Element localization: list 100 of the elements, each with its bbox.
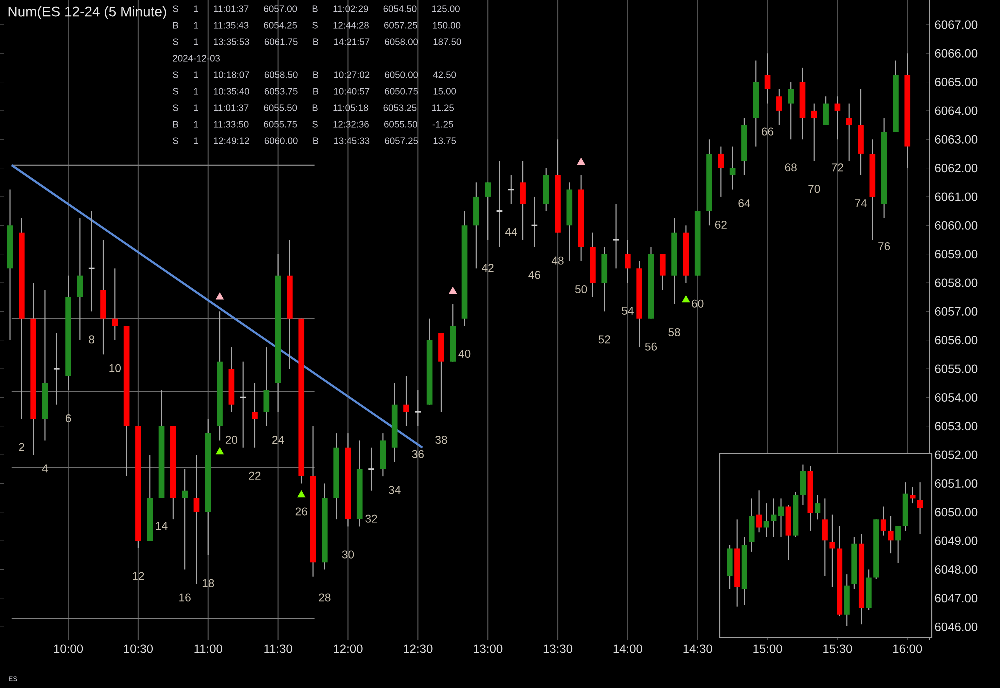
x-tick-label: 10:30 (124, 644, 154, 654)
y-tick-label: 6067.00 (935, 20, 978, 30)
candlestick (815, 494, 821, 520)
candlestick (778, 498, 784, 538)
candlestick (846, 103, 852, 162)
candlestick (880, 506, 886, 536)
annotation: 64 (738, 199, 750, 208)
y-tick-label: 6058.00 (935, 278, 978, 288)
annotation: 8 (89, 336, 95, 344)
annotation: 48 (552, 256, 564, 265)
candlestick (194, 454, 200, 585)
candlestick (182, 468, 188, 570)
point (216, 292, 224, 300)
x-tick-label: 16:00 (894, 644, 922, 654)
candlestick (414, 390, 422, 427)
annotation: 6 (66, 414, 72, 423)
annotation: 60 (692, 300, 704, 308)
y-tick-label: 6059.00 (935, 250, 978, 259)
candlestick (612, 204, 620, 270)
y-tick-label: 6062.00 (935, 164, 978, 173)
annotation: S 1 13:35:53 6061.75 B 14:21:57 6058.00 187.50 (173, 38, 462, 46)
annotation: 4 (42, 464, 48, 473)
annotation: 34 (388, 486, 401, 494)
candlestick (88, 210, 96, 312)
annotation: 72 (832, 164, 844, 172)
x-tick-label: 11:00 (194, 644, 222, 654)
annotation: 62 (715, 220, 727, 229)
annotation: S 1 10:18:07 6058.50 B 10:27:02 6050.00 42.50 (173, 72, 456, 78)
candlestick (368, 447, 376, 492)
annotation: 66 (762, 128, 774, 136)
annotation: 2024-12-03 (173, 55, 220, 62)
x-tick-label: 10:00 (54, 644, 84, 654)
candlestick (264, 346, 270, 427)
candlestick (822, 498, 828, 577)
candlestick (910, 486, 916, 504)
annotation: 58 (668, 328, 680, 337)
x-tick-label: 11:30 (264, 644, 292, 654)
y-tick-label: 6055.00 (935, 364, 978, 374)
y-tick-label: 6047.00 (935, 594, 978, 603)
annotation: S 1 11:01:37 6055.50 B 11:05:18 6053.25 11.25 (173, 104, 454, 112)
candlestick (811, 103, 818, 162)
candlestick (53, 332, 61, 406)
annotation: 30 (342, 550, 354, 559)
annotation: 22 (249, 472, 261, 480)
annotation: 46 (528, 271, 541, 280)
candlestick (771, 498, 777, 538)
annotation: 70 (808, 185, 820, 194)
annotation: 76 (878, 242, 890, 250)
x-tick-label: 15:00 (754, 644, 782, 654)
candlestick (485, 182, 491, 241)
candlestick (404, 376, 410, 427)
candlestick (834, 96, 841, 140)
y-tick-label: 6060.00 (935, 221, 978, 230)
candlestick (756, 490, 762, 534)
candlestick (764, 53, 771, 104)
candlestick (764, 503, 770, 538)
x-tick-label: 12:00 (334, 644, 363, 654)
annotation: 20 (226, 436, 238, 444)
annotation: 74 (855, 200, 867, 208)
y-tick-label: 6064.00 (935, 106, 978, 116)
annotation: 16 (180, 594, 191, 602)
y-tick-label: 6056.00 (935, 336, 978, 345)
candlestick (776, 88, 782, 126)
candlestick (77, 218, 84, 341)
x-tick-label: 15:30 (824, 644, 852, 654)
annotation: 54 (622, 307, 634, 315)
annotation: 42 (482, 264, 494, 272)
annotation: 52 (598, 336, 610, 344)
candlestick (830, 514, 836, 588)
candlestick (730, 146, 736, 190)
annotation: B 1 11:33:50 6055.75 S 12:32:36 6055.50 -1.25 (173, 121, 454, 128)
y-tick-label: 6049.00 (935, 536, 978, 546)
candlestick (520, 160, 526, 241)
annotation: S 1 11:01:37 6057.00 B 11:02:29 6054.50 125.00 (173, 6, 460, 12)
point (682, 296, 690, 303)
x-tick-label: 14:00 (614, 644, 642, 654)
candlestick (112, 268, 118, 341)
annotation: 24 (272, 436, 284, 444)
y-tick-label: 6054.00 (935, 393, 978, 402)
annotation: S 1 12:49:12 6060.00 B 13:45:33 6057.25 13.75 (173, 138, 456, 144)
candlestick (252, 382, 258, 448)
annotation: 28 (319, 594, 331, 602)
y-tick-label: 6065.00 (935, 78, 978, 87)
y-tick-label: 6066.00 (935, 49, 978, 58)
candlestick (888, 516, 894, 554)
y-tick-label: 6057.00 (935, 307, 978, 316)
candlestick (918, 482, 924, 535)
candlestick (660, 254, 666, 291)
annotation: B 1 11:35:43 6054.25 S 12:44:28 6057.25 150.00 (173, 22, 461, 29)
y-tick-label: 6061.00 (935, 192, 978, 202)
point (298, 490, 306, 498)
point (216, 448, 224, 455)
candlestick (718, 146, 724, 198)
y-tick-label: 6050.00 (935, 508, 978, 517)
annotation: 14 (156, 522, 168, 530)
annotation: 68 (785, 164, 797, 172)
candlestick (896, 526, 902, 564)
x-tick-label: 13:30 (544, 644, 573, 654)
annotation: 10 (110, 364, 121, 372)
candlestick (823, 96, 829, 126)
